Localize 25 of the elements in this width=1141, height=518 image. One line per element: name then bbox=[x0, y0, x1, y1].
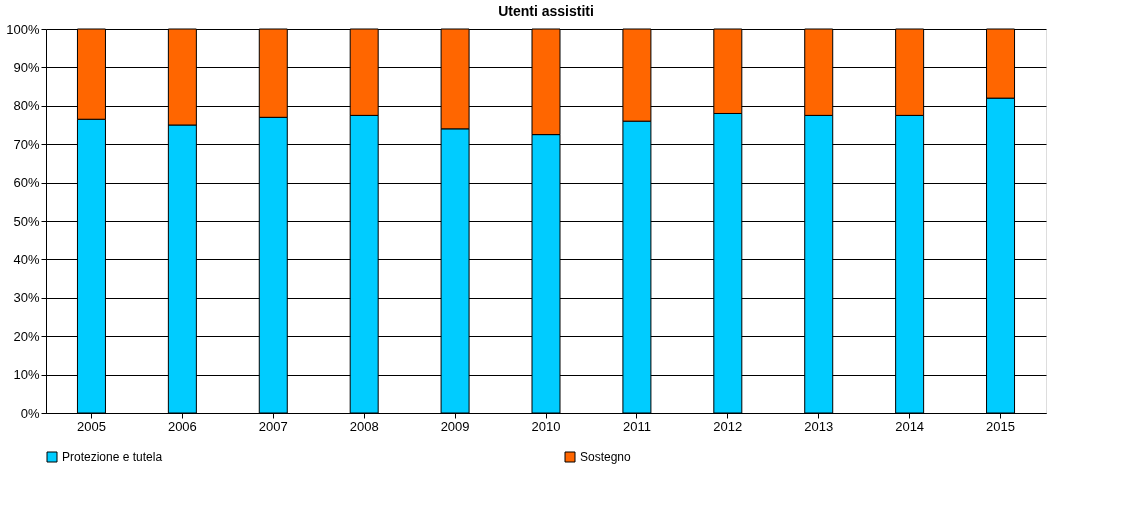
legend-label: Protezione e tutela bbox=[62, 450, 163, 464]
y-tick-label: 0% bbox=[20, 405, 40, 421]
x-tick-label: 2006 bbox=[167, 418, 197, 434]
x-tick-label: 2013 bbox=[804, 418, 834, 434]
chart-title: Utenti assistiti bbox=[498, 3, 594, 19]
y-tick-label: 80% bbox=[13, 98, 40, 114]
y-tick-label: 100% bbox=[6, 21, 40, 37]
x-tick-label: 2007 bbox=[258, 418, 288, 434]
x-tick-label: 2009 bbox=[440, 418, 470, 434]
x-tick-label: 2008 bbox=[349, 418, 379, 434]
x-tick-label: 2005 bbox=[76, 418, 106, 434]
x-tick-label: 2012 bbox=[713, 418, 743, 434]
y-tick-label: 10% bbox=[13, 367, 40, 383]
x-tick-label: 2015 bbox=[986, 418, 1016, 434]
legend-label: Sostegno bbox=[580, 450, 632, 464]
y-tick-label: 30% bbox=[13, 290, 40, 306]
y-tick-label: 70% bbox=[13, 136, 40, 152]
x-tick-label: 2011 bbox=[622, 418, 651, 434]
y-tick-label: 20% bbox=[13, 328, 40, 344]
x-tick-label: 2014 bbox=[895, 418, 925, 434]
y-tick-label: 40% bbox=[13, 251, 40, 267]
y-tick-label: 50% bbox=[13, 213, 40, 229]
x-tick-label: 2010 bbox=[531, 418, 561, 434]
y-tick-label: 90% bbox=[13, 59, 40, 75]
y-tick-label: 60% bbox=[13, 175, 40, 191]
